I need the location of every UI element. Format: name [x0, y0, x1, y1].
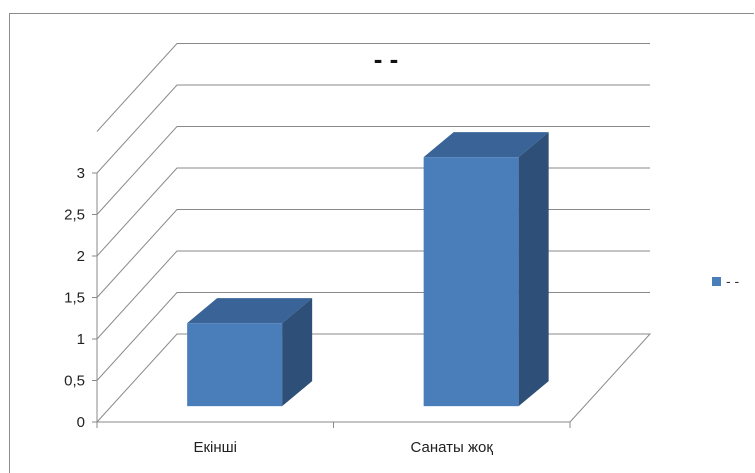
legend: - - [712, 273, 740, 289]
bar [187, 298, 313, 407]
y-tick-label: 0 [77, 414, 85, 431]
y-axis: 0 0,5 1 1,5 2 2,5 3 [64, 165, 98, 431]
y-tick-label: 2,5 [64, 207, 85, 224]
legend-label: - - [726, 273, 740, 289]
y-tick-label: 2 [77, 248, 85, 265]
gridlines [96, 43, 650, 381]
x-axis: Екінші Санаты жоқ [96, 421, 571, 456]
bars [187, 132, 549, 407]
chart-walls [95, 333, 652, 423]
chart-frame [9, 13, 754, 473]
gridline [96, 126, 650, 215]
legend-swatch [712, 277, 721, 286]
gridline [96, 43, 650, 132]
bar-top [187, 298, 313, 324]
gridline [96, 209, 650, 298]
y-tick-label: 1 [77, 331, 85, 348]
chart-title: - - [374, 44, 399, 74]
bar [423, 132, 549, 407]
bar-front [187, 323, 283, 407]
y-tick-label: 0,5 [64, 373, 85, 390]
floor-outline [95, 333, 652, 423]
bar-side [518, 132, 549, 407]
gridline [96, 292, 650, 381]
gridline [96, 84, 650, 174]
x-tick-label: Екінші [193, 439, 237, 456]
bar-side [282, 298, 313, 407]
bar-front [423, 157, 519, 407]
y-tick-label: 3 [77, 165, 85, 182]
gridline [96, 250, 650, 340]
bar-top [423, 132, 549, 158]
x-tick-label: Санаты жоқ [411, 439, 494, 456]
gridline [96, 167, 650, 257]
y-tick-label: 1,5 [64, 290, 85, 307]
